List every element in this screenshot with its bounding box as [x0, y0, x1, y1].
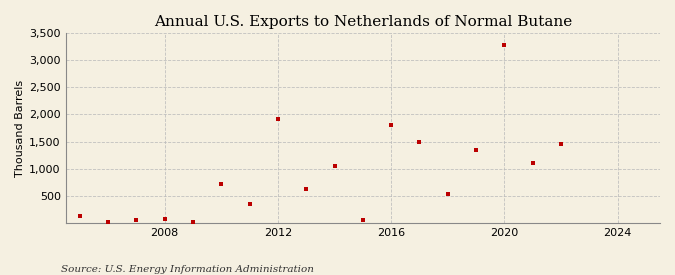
- Point: [74, 214, 85, 218]
- Point: [216, 182, 227, 186]
- Point: [159, 217, 170, 221]
- Title: Annual U.S. Exports to Netherlands of Normal Butane: Annual U.S. Exports to Netherlands of No…: [154, 15, 572, 29]
- Point: [131, 218, 142, 223]
- Point: [244, 202, 255, 206]
- Point: [556, 142, 566, 146]
- Point: [499, 43, 510, 48]
- Point: [385, 123, 396, 128]
- Point: [470, 148, 481, 152]
- Point: [414, 139, 425, 144]
- Point: [273, 117, 284, 121]
- Text: Source: U.S. Energy Information Administration: Source: U.S. Energy Information Administ…: [61, 265, 314, 274]
- Point: [358, 218, 369, 223]
- Point: [442, 192, 453, 197]
- Y-axis label: Thousand Barrels: Thousand Barrels: [15, 79, 25, 177]
- Point: [188, 219, 198, 224]
- Point: [301, 187, 312, 191]
- Point: [329, 164, 340, 168]
- Point: [527, 161, 538, 166]
- Point: [103, 219, 113, 224]
